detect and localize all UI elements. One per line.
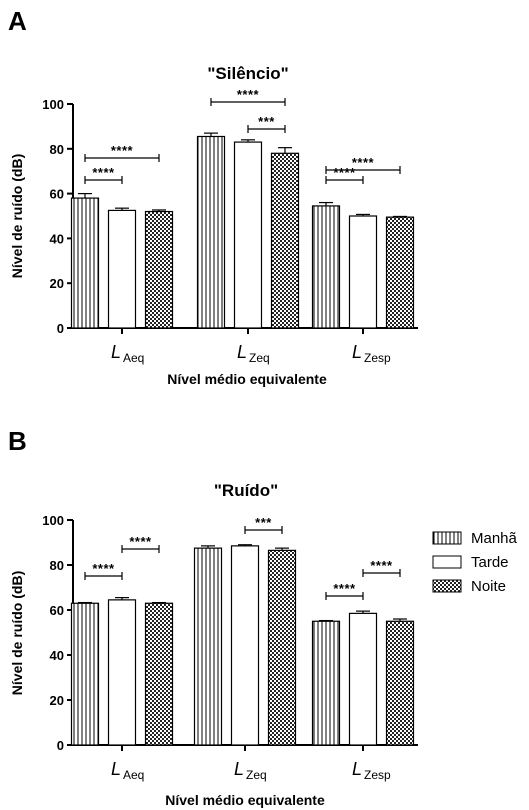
panel-a-ytick-label-100: 100 — [42, 97, 64, 112]
legend-label-noite: Noite — [471, 578, 506, 595]
panel-b-category-label-lzeq: L — [234, 759, 244, 779]
legend: Manhã Tarde Noite — [432, 530, 518, 595]
panel-b-category-label-lzesp: L — [352, 759, 362, 779]
panel-a-sig-label-4: **** — [333, 165, 356, 180]
panel-a-bar-lzeq-manha — [196, 135, 226, 329]
panel-b-ytick-label-60: 60 — [50, 603, 64, 618]
legend-swatch-tarde — [432, 555, 462, 569]
panel-b-category-label-laeq: L — [111, 759, 121, 779]
panel-b-bar-laeq-manha — [70, 602, 100, 746]
panel-a-category-label-lzeq: L — [237, 342, 247, 362]
panel-a-letter: A — [8, 6, 27, 36]
panel-a-bar-laeq-noite — [144, 210, 174, 329]
panel-a-sig-label-0: **** — [92, 165, 115, 180]
panel-a-bar-lzesp-noite — [385, 216, 415, 329]
legend-item-manha: Manhã — [432, 530, 518, 547]
legend-item-tarde: Tarde — [432, 554, 509, 571]
panel-a-ytick-label-0: 0 — [57, 321, 64, 336]
panel-b-bar-lzesp-tarde — [348, 612, 378, 746]
legend-swatch-noite — [432, 579, 462, 593]
legend-label-tarde: Tarde — [471, 554, 509, 571]
panel-b-bar-laeq-tarde — [107, 599, 137, 746]
panel-b-ytick-label-40: 40 — [50, 648, 64, 663]
panel-b-bar-lzesp-manha — [311, 620, 341, 746]
panel-a-ytick-label-80: 80 — [50, 142, 64, 157]
panel-b-bar-lzeq-tarde — [230, 545, 260, 746]
panel-b-sig-label-0: **** — [92, 561, 115, 576]
panel-a-ytick-label-60: 60 — [50, 187, 64, 202]
panel-b-ytick-label-0: 0 — [57, 738, 64, 753]
panel-a-ytick-label-20: 20 — [50, 276, 64, 291]
panel-b-bar-laeq-noite — [144, 602, 174, 746]
legend-swatch-manha — [432, 531, 462, 545]
panel-b-xlabel: Nível médio equivalente — [165, 792, 325, 808]
panel-a-bar-lzeq-noite — [270, 152, 300, 329]
panel-b-sig-label-4: **** — [370, 558, 393, 573]
panel-b-bar-lzeq-manha — [193, 547, 223, 746]
panel-b-letter: B — [8, 426, 27, 456]
panel-a-bar-laeq-tarde — [107, 209, 137, 329]
panel-a-sig-label-1: **** — [111, 143, 134, 158]
panel-b-bar-lzesp-noite — [385, 620, 415, 746]
panel-b-ytick-label-100: 100 — [42, 513, 64, 528]
panel-a-bar-lzesp-manha — [311, 205, 341, 329]
panel-b-category-sub-lzeq: Zeq — [246, 768, 267, 782]
panel-b-ylabel: Nível de ruído (dB) — [9, 571, 25, 695]
panel-b-category-sub-lzesp: Zesp — [364, 768, 391, 782]
legend-item-noite: Noite — [432, 578, 506, 595]
panel-a-category-sub-lzeq: Zeq — [249, 351, 270, 365]
panel-a-category-sub-laeq: Aeq — [123, 351, 144, 365]
panel-b-ytick-label-20: 20 — [50, 693, 64, 708]
panel-a-bar-lzesp-tarde — [348, 215, 378, 329]
panel-a-sig-label-3: *** — [258, 114, 275, 129]
panel-b-category-sub-laeq: Aeq — [123, 768, 144, 782]
panel-b-sig-label-2: *** — [255, 515, 272, 530]
panel-b-sig-label-1: **** — [129, 534, 152, 549]
panel-b-title: "Ruído" — [214, 481, 278, 500]
panel-a-sig-label-5: **** — [352, 155, 375, 170]
panel-b-sig-label-3: **** — [333, 581, 356, 596]
panel-a-category-label-laeq: L — [111, 342, 121, 362]
panel-a-category-label-lzesp: L — [352, 342, 362, 362]
panel-a-ytick-label-40: 40 — [50, 231, 64, 246]
legend-label-manha: Manhã — [471, 530, 518, 547]
panel-a-ylabel: Nível de ruído (dB) — [9, 154, 25, 278]
panel-a-sig-label-2: **** — [237, 87, 260, 102]
panel-a-bar-laeq-manha — [70, 197, 100, 329]
panel-b-ytick-label-80: 80 — [50, 558, 64, 573]
panel-a-category-sub-lzesp: Zesp — [364, 351, 391, 365]
panel-a-title: "Silêncio" — [207, 64, 288, 83]
panel-b-bar-lzeq-noite — [267, 549, 297, 746]
panel-a-xlabel: Nível médio equivalente — [167, 371, 327, 387]
panel-a-bar-lzeq-tarde — [233, 141, 263, 329]
